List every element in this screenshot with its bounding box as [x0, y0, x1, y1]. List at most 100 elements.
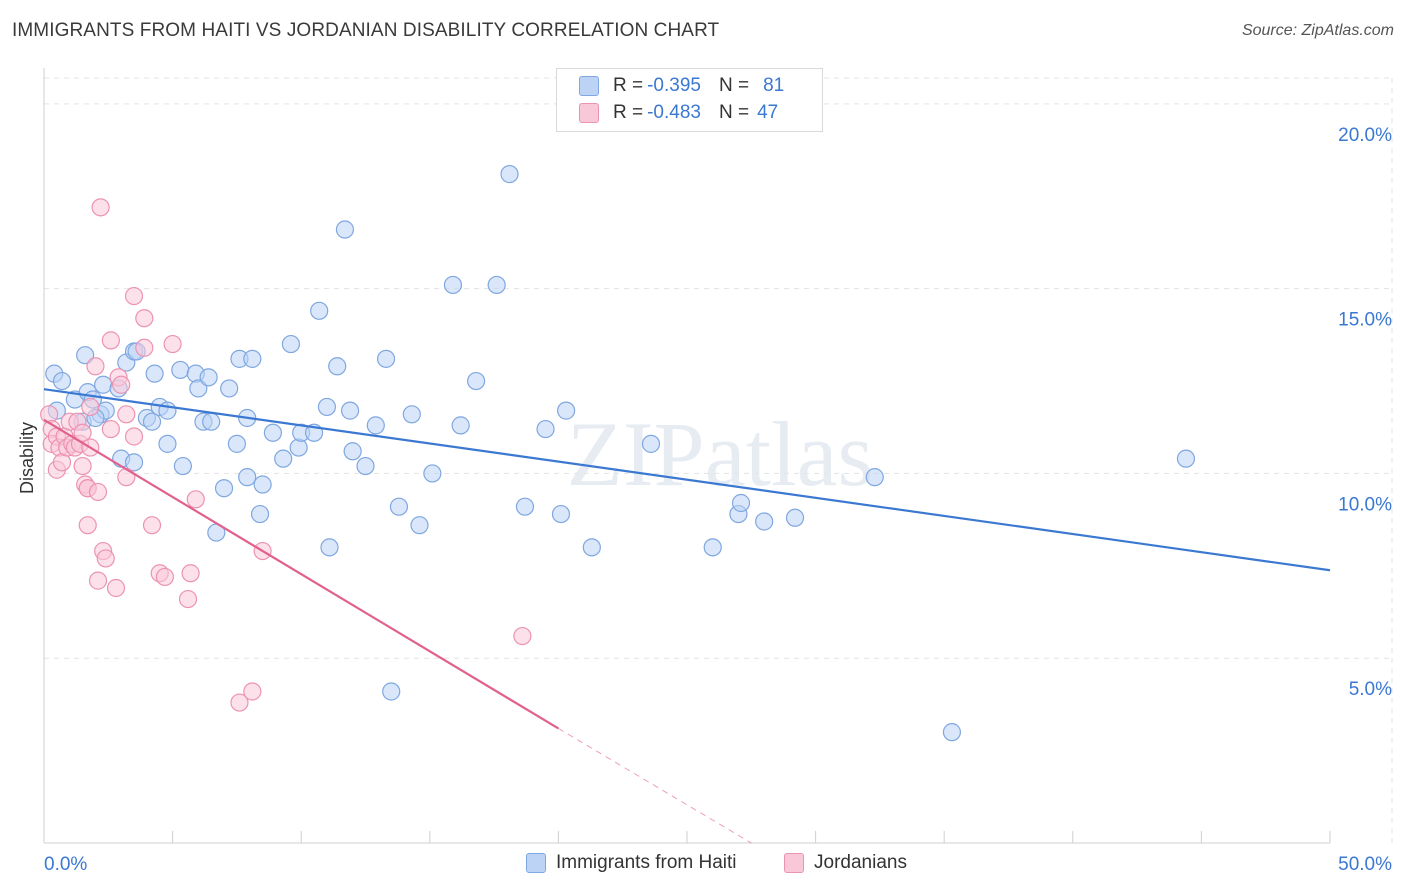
y-tick-label: 10.0%	[1338, 494, 1392, 515]
y-axis-label: Disability	[17, 422, 37, 494]
points-layer	[40, 164, 1196, 742]
legend-row-jordanians: R = -0.483 N = 47	[579, 101, 778, 125]
haiti-point	[124, 453, 144, 472]
haiti-point	[703, 538, 722, 557]
haiti-point	[189, 379, 208, 398]
y-tick-label: 20.0%	[1338, 125, 1392, 146]
jordanian-point	[112, 375, 131, 394]
haiti-point	[214, 479, 234, 498]
y-tick-label: 15.0%	[1338, 310, 1392, 331]
jordanian-trend-line	[43, 418, 559, 730]
haiti-point	[263, 423, 283, 442]
haiti-point	[250, 504, 270, 524]
y-tick-label: 5.0%	[1349, 679, 1392, 700]
haiti-point	[443, 275, 463, 295]
haiti-point	[1176, 449, 1196, 468]
haiti-point	[785, 508, 805, 527]
haiti-point	[366, 416, 385, 435]
jordanian-point	[142, 516, 162, 535]
haiti-point	[320, 538, 339, 557]
jordanian-point	[73, 456, 92, 476]
haiti-point	[402, 405, 421, 424]
haiti-point	[145, 364, 164, 383]
jordanian-point	[86, 357, 105, 376]
haiti-point	[376, 349, 396, 368]
jordanian-point	[135, 338, 154, 357]
haiti-point	[356, 456, 375, 476]
legend-swatch-blue	[579, 76, 599, 96]
haiti-point	[487, 275, 506, 295]
haiti-point	[340, 401, 360, 420]
trend-layer	[43, 388, 1331, 844]
haiti-point	[158, 434, 177, 453]
legend-n-value: 47	[757, 102, 779, 123]
jordanian-point	[178, 589, 198, 609]
jordanian-point	[40, 405, 59, 424]
haiti-point	[582, 538, 601, 557]
jordanian-point	[124, 286, 144, 306]
haiti-point	[238, 468, 257, 487]
haiti-point	[423, 464, 442, 483]
bottom-legend-swatch-blue	[526, 853, 546, 873]
haiti-point	[551, 504, 571, 524]
axes-layer	[43, 68, 1331, 844]
bottom-legend-haiti: Immigrants from Haiti	[526, 852, 737, 874]
haiti-point	[310, 301, 329, 320]
x-tick-label: 50.0%	[1338, 854, 1392, 875]
jordanian-point	[186, 490, 205, 509]
haiti-point	[466, 371, 486, 391]
haiti-point	[335, 220, 355, 239]
jordanian-trend-extension	[558, 728, 752, 844]
bottom-legend-swatch-pink	[784, 853, 804, 873]
haiti-point	[865, 468, 884, 487]
haiti-point	[755, 512, 774, 531]
haiti-point	[731, 493, 751, 513]
jordanian-point	[163, 334, 182, 354]
jordanian-point	[117, 468, 136, 487]
haiti-point	[253, 475, 272, 494]
haiti-point	[274, 449, 293, 468]
chart-title: IMMIGRANTS FROM HAITI VS JORDANIAN DISAB…	[12, 20, 720, 41]
bottom-legend-label: Jordanians	[814, 852, 907, 873]
bottom-legend-jordanians: Jordanians	[784, 852, 907, 874]
jordanian-point	[101, 419, 120, 439]
haiti-point	[410, 516, 429, 535]
jordanian-point	[230, 693, 249, 712]
haiti-point	[142, 412, 162, 431]
jordanian-point	[73, 423, 92, 442]
haiti-point	[515, 497, 535, 516]
haiti-point	[942, 723, 962, 742]
haiti-point	[173, 456, 192, 476]
haiti-point	[202, 412, 221, 431]
jordanian-point	[88, 571, 108, 590]
haiti-point	[557, 401, 576, 420]
haiti-point	[76, 346, 95, 365]
haiti-point	[243, 349, 262, 368]
haiti-point	[382, 682, 401, 701]
haiti-point	[536, 419, 555, 439]
haiti-point	[281, 334, 301, 354]
haiti-point	[389, 497, 409, 516]
haiti-point	[94, 375, 113, 394]
jordanian-point	[155, 567, 174, 587]
jordanian-point	[91, 198, 110, 217]
jordanian-point	[243, 682, 262, 701]
haiti-point	[451, 416, 470, 435]
legend-r-value: -0.483	[647, 102, 701, 123]
legend-r-label: R =	[613, 75, 644, 96]
legend-swatch-pink	[579, 103, 599, 123]
haiti-point	[317, 397, 337, 417]
haiti-point	[227, 434, 246, 453]
jordanian-point	[181, 564, 200, 583]
haiti-point	[289, 438, 308, 457]
jordanian-point	[96, 549, 115, 568]
legend-n-label: N =	[718, 75, 750, 96]
legend-box: R = -0.395 N = 81 R = -0.483 N = 47	[556, 68, 823, 132]
jordanian-point	[88, 482, 108, 502]
haiti-point	[171, 360, 190, 380]
jordanian-point	[106, 578, 126, 598]
haiti-point	[220, 379, 239, 398]
labels-layer: 5.0% 10.0% 15.0% 20.0% 0.0% 50.0% Disability	[17, 125, 1392, 875]
legend-row-haiti: R = -0.395 N = 81	[579, 74, 784, 98]
